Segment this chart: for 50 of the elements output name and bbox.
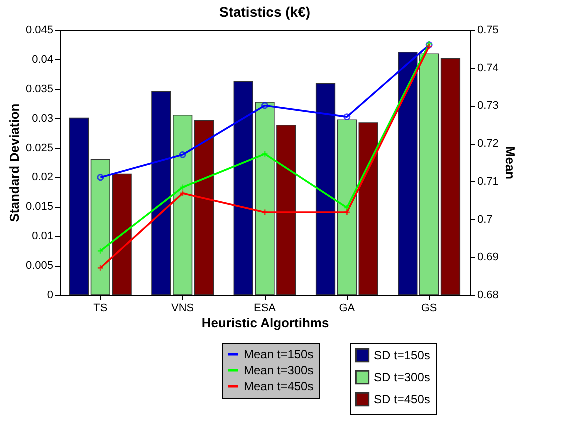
bar <box>316 83 336 296</box>
y-tick-label: 0.035 <box>26 83 54 96</box>
point <box>179 151 186 158</box>
point <box>262 208 268 216</box>
point <box>262 150 268 158</box>
bar <box>69 118 90 296</box>
y-tick-label: 0.03 <box>32 112 54 125</box>
bar <box>398 52 418 296</box>
bar <box>112 174 132 296</box>
y-tick-label: 0.04 <box>32 54 54 66</box>
y2-tick-label: 0.74 <box>478 62 499 74</box>
legend-label: Mean t=450s <box>244 380 314 394</box>
legend-label: SD t=300s <box>374 370 430 384</box>
legend-label: Mean t=300s <box>244 364 314 378</box>
y-axis-title: Standard Deviation <box>6 104 22 222</box>
bar <box>420 54 440 296</box>
x-tick-label: VNS <box>172 302 194 314</box>
y2-tick-label: 0.72 <box>478 138 499 150</box>
legend-label: Mean t=150s <box>244 348 314 362</box>
point <box>179 190 186 198</box>
y2-tick-label: 0.68 <box>478 290 499 302</box>
y-tick-label: 0.025 <box>26 142 54 154</box>
y-tick-label: 0 <box>47 290 54 302</box>
legend-label: SD t=150s <box>374 348 430 362</box>
x-tick-label: GA <box>339 302 356 314</box>
bar <box>90 159 110 296</box>
x-axis-title: Heuristic Algortihms <box>202 316 330 330</box>
bar <box>440 58 461 296</box>
legend-label: SD t=450s <box>374 392 430 406</box>
x-tick-label: GS <box>421 302 438 314</box>
x-tick-label: ESA <box>254 302 277 314</box>
y2-tick-label: 0.73 <box>478 100 499 112</box>
y2-tick-label: 0.7 <box>478 214 493 226</box>
point <box>344 114 351 121</box>
y-tick-label: 0.005 <box>26 260 54 272</box>
y-tick-label: 0.045 <box>26 24 54 36</box>
y2-tick-label: 0.71 <box>478 176 499 188</box>
point <box>344 204 351 212</box>
y-tick-label: 0.015 <box>26 201 54 214</box>
y2-tick-label: 0.75 <box>478 24 499 36</box>
point <box>344 208 351 216</box>
point <box>179 184 186 191</box>
x-tick-label: TS <box>94 302 108 314</box>
y2-tick-label: 0.69 <box>478 252 499 264</box>
point <box>262 102 268 110</box>
y-tick-label: 0.02 <box>32 172 54 184</box>
bar <box>194 120 214 296</box>
chart-title: Statistics (k€) <box>219 4 311 20</box>
y-tick-label: 0.01 <box>32 230 54 243</box>
y2-axis-title: Mean <box>502 146 518 180</box>
